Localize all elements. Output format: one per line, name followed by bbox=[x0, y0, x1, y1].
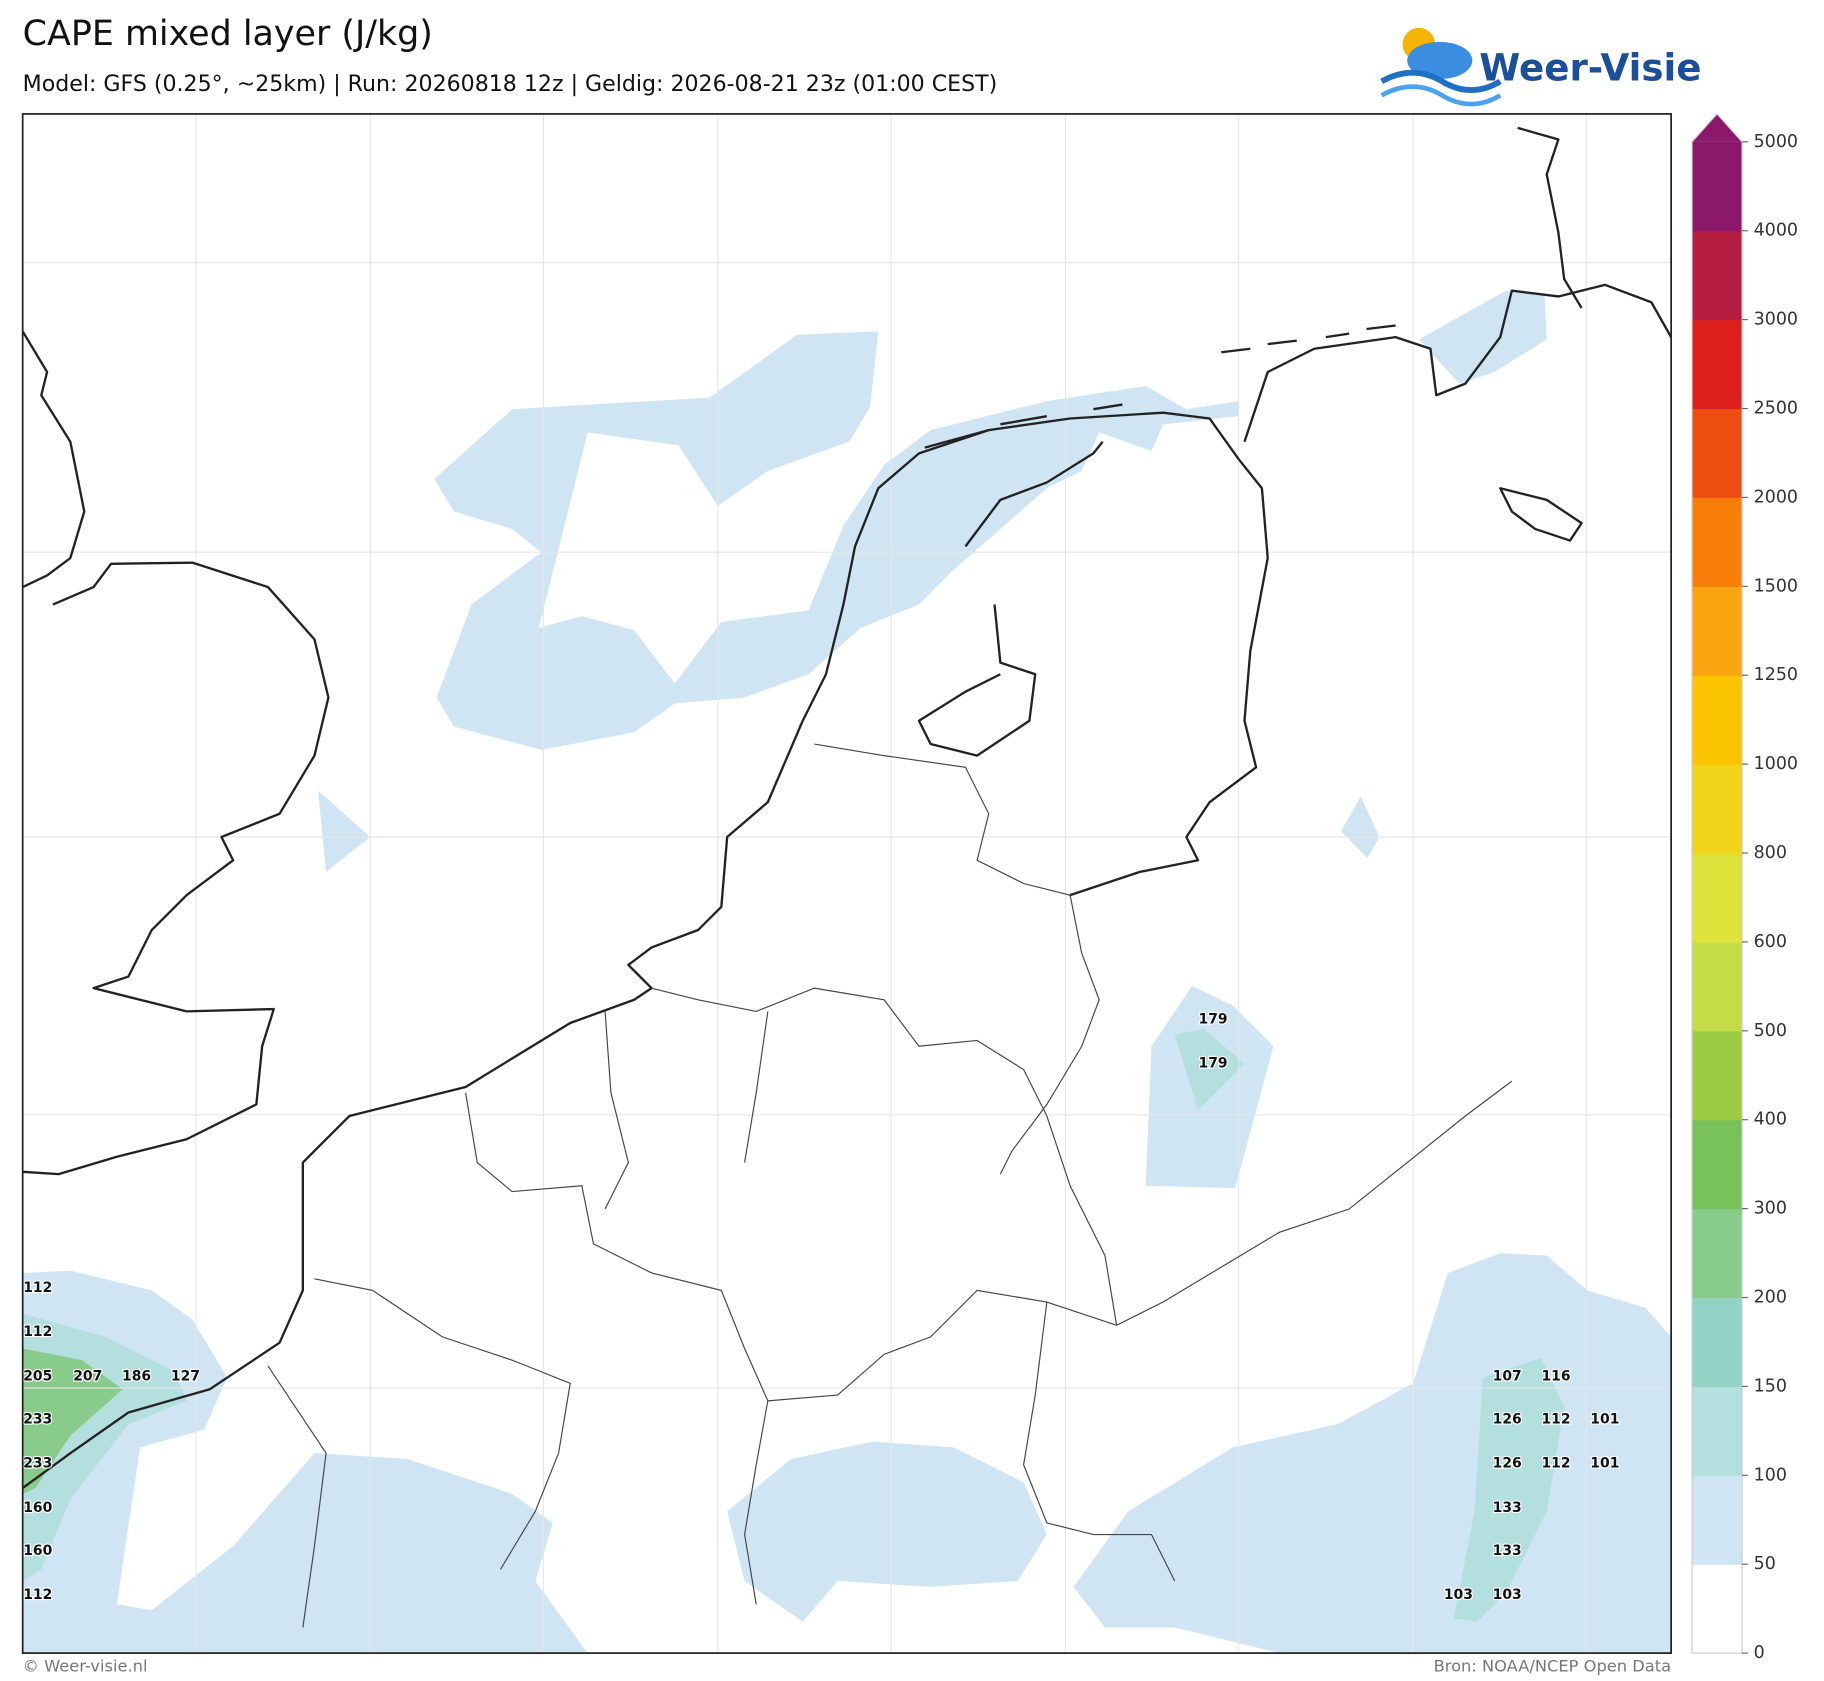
colorbar-band bbox=[1692, 1475, 1743, 1565]
value-label: 207 bbox=[73, 1368, 102, 1384]
colorbar-tick-label: 200 bbox=[1754, 1288, 1787, 1308]
cape-areas-200 bbox=[22, 1348, 123, 1494]
colorbar-tick-label: 600 bbox=[1754, 932, 1787, 952]
colorbar-tick-label: 150 bbox=[1754, 1376, 1787, 1396]
value-label: 186 bbox=[122, 1368, 151, 1384]
colorbar-band bbox=[1692, 1297, 1743, 1387]
value-labels: 179 179 112 112 205 207 186 127 233 233 160 160 112 1… bbox=[23, 1010, 1621, 1604]
value-label: 233 bbox=[23, 1456, 52, 1472]
colorbar-band bbox=[1692, 319, 1743, 410]
colorbar-band bbox=[1692, 497, 1743, 587]
colorbar-tick-label: 1500 bbox=[1754, 576, 1798, 596]
colorbar-tick-label: 2500 bbox=[1754, 399, 1798, 419]
colorbar-band bbox=[1692, 1119, 1743, 1210]
colorbar-tick-label: 300 bbox=[1754, 1199, 1787, 1219]
value-label: 127 bbox=[171, 1368, 200, 1384]
value-label: 112 bbox=[23, 1324, 52, 1340]
copyright: © Weer-visie.nl bbox=[23, 1657, 148, 1676]
colorbar-tick-label: 100 bbox=[1754, 1465, 1787, 1485]
value-label: 101 bbox=[1590, 1411, 1619, 1427]
colorbar-band bbox=[1692, 141, 1743, 232]
value-label: 160 bbox=[23, 1500, 52, 1516]
value-label: 112 bbox=[1541, 1411, 1570, 1427]
title: CAPE mixed layer (J/kg) bbox=[23, 14, 433, 54]
colorbar-tick-label: 5000 bbox=[1754, 132, 1798, 152]
colorbar-band bbox=[1692, 675, 1743, 765]
source: Bron: NOAA/NCEP Open Data bbox=[1434, 1657, 1672, 1676]
colorbar-tick-label: 400 bbox=[1754, 1110, 1787, 1130]
colorbar-tick-label: 50 bbox=[1754, 1554, 1776, 1574]
colorbar-band bbox=[1692, 230, 1743, 321]
cape-areas bbox=[22, 290, 1672, 1654]
colorbar-tick-label: 2000 bbox=[1754, 487, 1798, 507]
value-label: 133 bbox=[1493, 1500, 1522, 1516]
value-label: 116 bbox=[1541, 1368, 1570, 1384]
colorbar-tick-label: 800 bbox=[1754, 843, 1787, 863]
colorbar-band bbox=[1692, 853, 1743, 943]
colorbar-tick-label: 3000 bbox=[1754, 310, 1798, 330]
logo-text: Weer-Visie bbox=[1479, 45, 1701, 89]
value-label: 107 bbox=[1493, 1368, 1522, 1384]
colorbar-band bbox=[1692, 1030, 1743, 1121]
map-frame bbox=[21, 113, 1672, 1654]
value-label: 160 bbox=[23, 1543, 52, 1559]
colorbar-band bbox=[1692, 586, 1743, 676]
colorbar-band bbox=[1692, 764, 1743, 854]
value-label: 103 bbox=[1493, 1587, 1522, 1603]
value-label: 126 bbox=[1493, 1411, 1522, 1427]
value-label: 103 bbox=[1444, 1587, 1473, 1603]
value-label: 101 bbox=[1590, 1456, 1619, 1472]
colorbar-tick-label: 500 bbox=[1754, 1021, 1787, 1041]
value-label: 112 bbox=[23, 1587, 52, 1603]
colorbar: 0 50 100 150 200 300 400 500 600 800 1000 1250 1500 2… bbox=[1691, 113, 1798, 1663]
colorbar-band bbox=[1692, 1564, 1743, 1654]
colorbar-band bbox=[1692, 941, 1743, 1032]
map: 179 179 112 112 205 207 186 127 233 233 160 160 112 1… bbox=[22, 113, 1672, 1654]
value-label: 205 bbox=[23, 1368, 52, 1384]
colorbar-extension bbox=[1692, 113, 1743, 142]
value-label: 233 bbox=[23, 1411, 52, 1427]
colorbar-tick-label: 1000 bbox=[1754, 754, 1798, 774]
value-label: 112 bbox=[23, 1280, 52, 1296]
value-label: 179 bbox=[1199, 1056, 1228, 1072]
coastlines bbox=[22, 126, 1672, 1489]
borders bbox=[267, 743, 1513, 1628]
value-label: 126 bbox=[1493, 1456, 1522, 1472]
value-label: 179 bbox=[1199, 1012, 1228, 1028]
subtitle: Model: GFS (0.25°, ~25km) | Run: 2026081… bbox=[23, 72, 998, 97]
colorbar-band bbox=[1692, 1208, 1743, 1299]
colorbar-frame bbox=[1691, 113, 1743, 1654]
colorbar-tick-label: 0 bbox=[1754, 1643, 1765, 1663]
colorbar-band bbox=[1692, 1386, 1743, 1476]
colorbar-band bbox=[1692, 408, 1743, 499]
logo: Weer-Visie bbox=[1380, 27, 1701, 107]
value-label: 133 bbox=[1493, 1543, 1522, 1559]
value-label: 112 bbox=[1541, 1456, 1570, 1472]
colorbar-tick-label: 4000 bbox=[1754, 221, 1798, 241]
graticule bbox=[22, 113, 1672, 1654]
colorbar-tick-label: 1250 bbox=[1754, 665, 1798, 685]
